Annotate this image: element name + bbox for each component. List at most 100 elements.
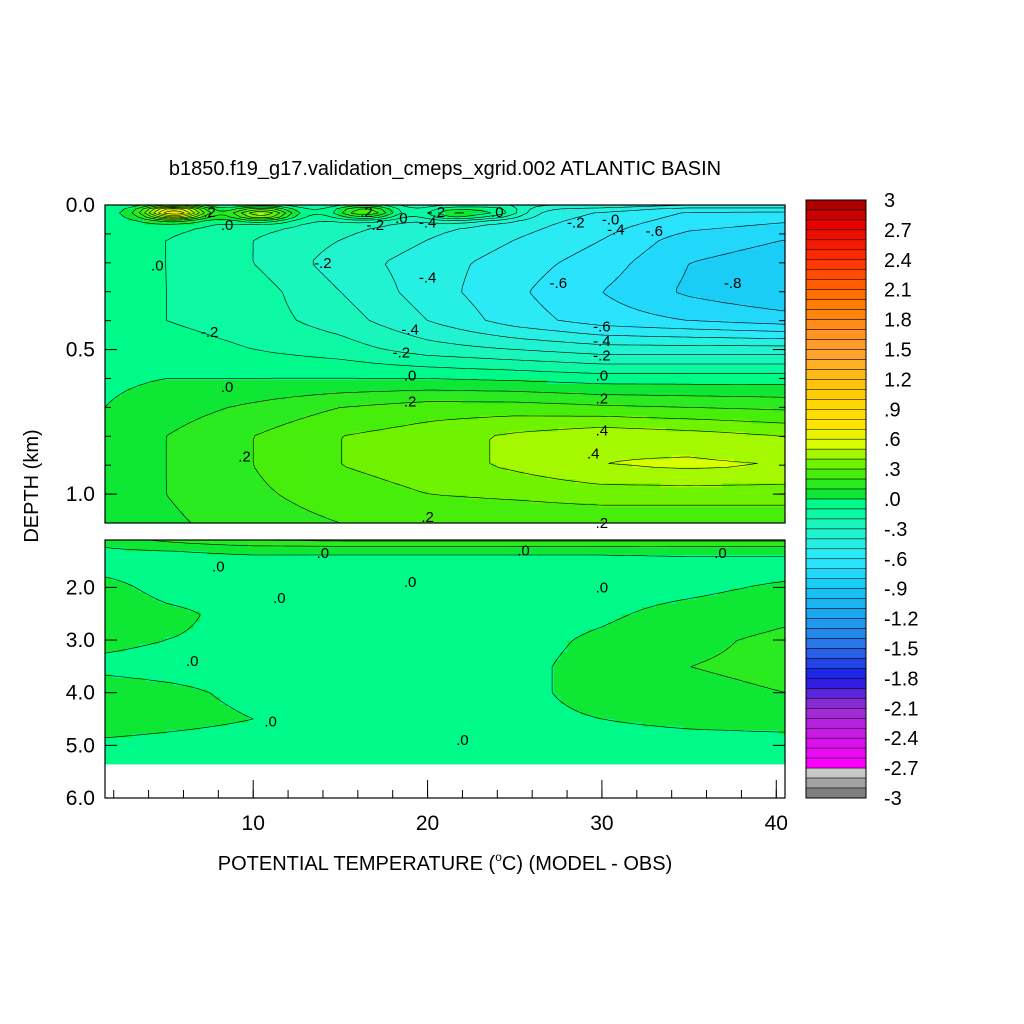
field-cell [592, 264, 599, 270]
field-cell [598, 244, 605, 250]
field-cell [229, 272, 236, 278]
field-cell [626, 228, 633, 234]
field-cell [348, 205, 355, 210]
field-cell [779, 248, 785, 254]
field-cell [518, 248, 525, 254]
field-cell [524, 260, 531, 266]
field-cell [552, 252, 559, 258]
field-cell [269, 340, 276, 345]
field-cell [694, 316, 701, 321]
field-cell [224, 336, 231, 341]
field-cell [445, 232, 452, 238]
field-cell [190, 284, 197, 290]
field-cell [626, 220, 633, 226]
field-cell [564, 336, 571, 341]
field-cell [110, 212, 117, 218]
field-cell [513, 220, 520, 226]
field-cell [683, 228, 690, 234]
field-cell [779, 252, 785, 258]
field-cell [490, 348, 497, 353]
field-cell [246, 248, 253, 254]
field-cell [768, 264, 775, 270]
field-cell [671, 276, 678, 282]
field-cell [688, 360, 695, 365]
field-cell [773, 304, 780, 309]
field-cell [246, 340, 253, 345]
field-cell [705, 336, 712, 341]
field-cell [337, 316, 344, 321]
field-cell [263, 208, 270, 214]
field-cell [416, 332, 423, 337]
field-cell [173, 300, 180, 305]
field-cell [615, 308, 622, 313]
field-cell [229, 276, 236, 282]
field-cell [224, 332, 231, 337]
field-cell [110, 240, 117, 246]
field-cell [303, 324, 310, 329]
field-cell [654, 288, 661, 294]
field-cell [547, 292, 554, 298]
field-cell [354, 340, 361, 345]
field-cell [547, 256, 554, 262]
field-cell [479, 316, 486, 321]
field-cell [377, 308, 384, 313]
field-cell [649, 244, 656, 250]
field-cell [677, 236, 684, 242]
field-cell [258, 272, 265, 278]
field-cell [348, 320, 355, 325]
field-cell [569, 312, 576, 317]
field-cell [479, 364, 486, 369]
field-cell [518, 216, 525, 222]
field-cell [734, 364, 741, 369]
field-cell [620, 280, 627, 286]
field-cell [626, 280, 633, 286]
field-cell [756, 216, 763, 222]
field-cell [717, 236, 724, 242]
field-cell [229, 367, 236, 373]
field-cell [161, 244, 168, 250]
field-cell [394, 248, 401, 254]
field-cell [218, 292, 225, 298]
field-cell [439, 252, 446, 258]
field-cell [739, 292, 746, 298]
field-cell [195, 367, 202, 373]
field-cell [581, 340, 588, 345]
field-cell [156, 212, 163, 218]
field-cell [116, 324, 123, 329]
field-cell [331, 304, 338, 309]
field-cell [405, 340, 412, 345]
field-cell [609, 324, 616, 329]
field-cell [615, 360, 622, 365]
field-cell [490, 260, 497, 266]
field-cell [456, 228, 463, 234]
field-cell [303, 224, 310, 230]
field-cell [705, 280, 712, 286]
field-cell [224, 248, 231, 254]
field-cell [229, 252, 236, 258]
field-cell [456, 212, 463, 218]
field-cell [530, 296, 537, 302]
field-cell [722, 360, 729, 365]
field-cell [756, 324, 763, 329]
field-cell [535, 228, 542, 234]
field-cell [722, 248, 729, 254]
field-cell [320, 360, 327, 365]
field-cell [201, 356, 208, 361]
field-cell [626, 340, 633, 345]
field-cell [462, 260, 469, 266]
field-cell [105, 332, 112, 337]
field-cell [535, 288, 542, 294]
field-cell [586, 332, 593, 337]
field-cell [354, 228, 361, 234]
field-cell [473, 364, 480, 369]
field-cell [535, 324, 542, 329]
field-cell [637, 244, 644, 250]
field-cell [416, 328, 423, 333]
field-cell [660, 205, 667, 210]
field-cell [139, 248, 146, 254]
field-cell [632, 244, 639, 250]
field-cell [428, 260, 435, 266]
field-cell [762, 236, 769, 242]
field-cell [156, 276, 163, 282]
field-cell [184, 248, 191, 254]
